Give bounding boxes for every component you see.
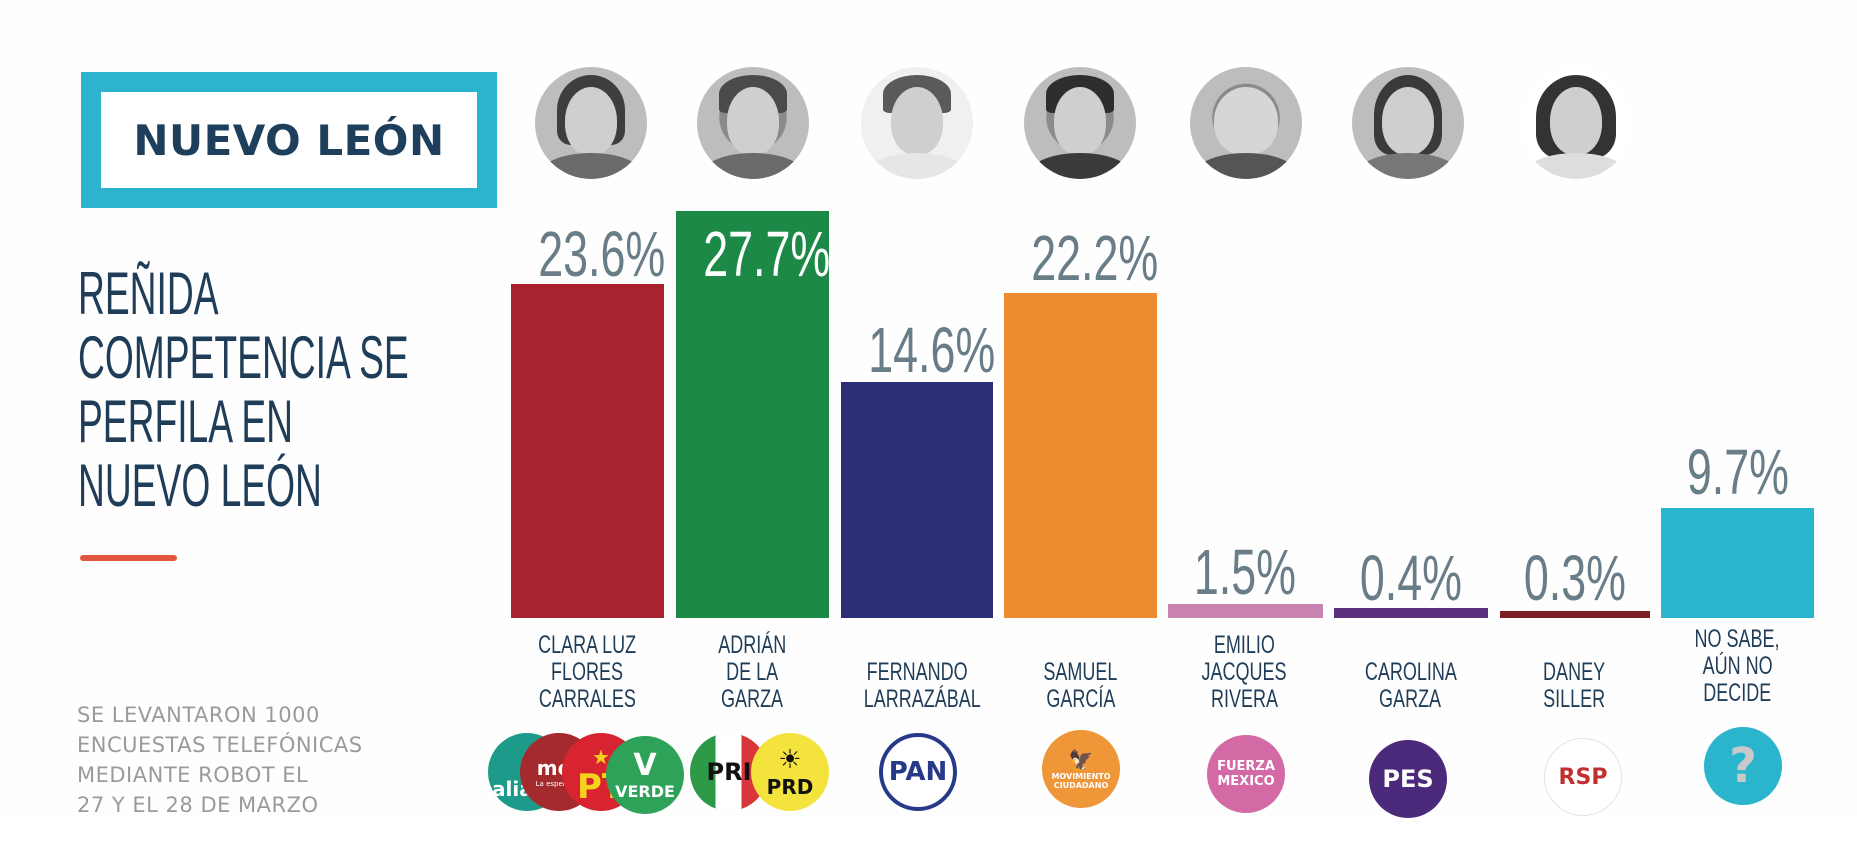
candidate-name: SAMUEL GARCÍA — [1043, 658, 1118, 713]
bottom-margin — [0, 818, 1857, 857]
candidate-name: DANEY SILLER — [1543, 658, 1606, 713]
headline-line: REÑIDA — [78, 260, 219, 327]
state-title: NUEVO LEÓN — [133, 115, 445, 165]
candidate-photo-fernando — [861, 67, 973, 179]
candidate-photo-adrian — [697, 67, 809, 179]
bar-daney — [1500, 611, 1650, 618]
candidate-name: FERNANDO LARRAZÁBAL — [863, 658, 981, 713]
state-title-box: NUEVO LEÓN — [81, 72, 497, 208]
verde-logo-icon: V VERDE — [606, 736, 684, 814]
methodology-note: SE LEVANTARON 1000 ENCUESTAS TELEFÓNICAS… — [77, 700, 363, 820]
candidate-photo-emilio — [1190, 67, 1302, 179]
candidate-photo-clara-luz — [535, 67, 647, 179]
movimiento-ciudadano-logo-icon: 🦅 MOVIMIENTO CIUDADANO — [1042, 730, 1120, 808]
bar-emilio — [1168, 604, 1323, 618]
candidate-name: CLARA LUZ FLORES CARRALES — [538, 631, 637, 713]
bar-samuel — [1004, 293, 1157, 618]
headline: REÑIDA COMPETENCIA SE PERFILA EN NUEVO L… — [78, 260, 409, 519]
pct-label: 1.5% — [1193, 536, 1296, 608]
candidate-photo-daney — [1520, 67, 1632, 179]
pct-label: 23.6% — [538, 218, 666, 290]
fuerza-mexico-logo-icon: FUERZA MEXICO — [1207, 735, 1285, 813]
accent-rule — [80, 555, 177, 561]
pct-label: 0.4% — [1359, 542, 1462, 614]
footnote-line: SE LEVANTARON 1000 — [77, 703, 320, 727]
footnote-line: 27 Y EL 28 DE MARZO — [77, 793, 319, 817]
candidate-name: CAROLINA GARZA — [1364, 658, 1457, 713]
headline-line: COMPETENCIA SE — [78, 324, 409, 391]
pct-label: 27.7% — [703, 218, 831, 290]
headline-line: PERFILA EN — [78, 388, 294, 455]
pes-logo-icon: PES — [1369, 740, 1447, 818]
prd-logo-icon: ☀ PRD — [751, 733, 829, 811]
pct-label: 9.7% — [1686, 436, 1789, 508]
pri-logo-icon: PRI — [690, 733, 768, 811]
candidate-name: EMILIO JACQUES RIVERA — [1201, 631, 1288, 713]
candidate-name: NO SABE, AÚN NO DECIDE — [1694, 625, 1781, 707]
bar-fernando — [841, 382, 993, 618]
pct-label: 22.2% — [1031, 222, 1159, 294]
bar-no-sabe — [1661, 508, 1814, 618]
footnote-line: MEDIANTE ROBOT EL — [77, 763, 309, 787]
bar-clara-luz — [511, 284, 664, 618]
candidate-photo-samuel — [1024, 67, 1136, 179]
pct-label: 0.3% — [1523, 542, 1626, 614]
pan-logo-icon: PAN — [879, 733, 957, 811]
question-mark-icon: ? — [1704, 727, 1782, 805]
pct-label: 14.6% — [868, 314, 996, 386]
candidate-name: ADRIÁN DE LA GARZA — [718, 631, 787, 713]
footnote-line: ENCUESTAS TELEFÓNICAS — [77, 733, 363, 757]
candidate-photo-carolina — [1352, 67, 1464, 179]
bar-adrian — [676, 211, 829, 618]
bar-carolina — [1334, 608, 1488, 618]
headline-line: NUEVO LEÓN — [78, 452, 322, 519]
rsp-logo-icon: RSP — [1544, 738, 1622, 816]
